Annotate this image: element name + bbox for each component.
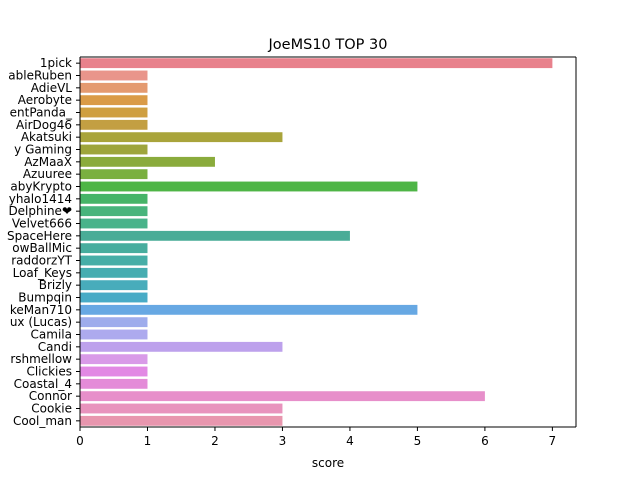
bar-6 <box>80 132 283 143</box>
bar-22 <box>80 329 148 340</box>
bar-10 <box>80 181 418 192</box>
y-tick-label-12: Delphine❤ <box>8 204 72 218</box>
y-tick-label-6: Akatsuki <box>21 130 72 144</box>
y-tick-label-16: raddorzYT <box>11 254 72 268</box>
bar-27 <box>80 391 485 402</box>
bar-3 <box>80 95 148 106</box>
bar-14 <box>80 230 350 241</box>
bar-13 <box>80 218 148 229</box>
bar-23 <box>80 341 283 352</box>
bar-24 <box>80 354 148 365</box>
x-tick-label-6: 6 <box>481 434 489 448</box>
y-tick-label-18: Brizly <box>39 278 72 292</box>
y-tick-label-29: Cool_man <box>13 414 72 428</box>
x-axis-label: score <box>312 456 344 470</box>
y-axis-ticks: 1pickableRubenAdieVLAerobyteentPanda_Air… <box>7 56 80 428</box>
y-tick-label-20: keMan710 <box>10 303 72 317</box>
y-tick-label-11: yhalo1414 <box>9 192 72 206</box>
y-tick-label-26: Coastal_4 <box>14 377 72 391</box>
bar-9 <box>80 169 148 180</box>
bars-group <box>80 58 553 426</box>
y-tick-label-24: rshmellow <box>10 352 72 366</box>
y-tick-label-13: Velvet666 <box>12 217 72 231</box>
y-tick-label-15: owBallMic <box>12 241 72 255</box>
y-tick-label-0: 1pick <box>40 56 72 70</box>
x-tick-label-4: 4 <box>346 434 354 448</box>
y-tick-label-1: ableRuben <box>8 69 72 83</box>
x-tick-label-1: 1 <box>144 434 152 448</box>
bar-26 <box>80 378 148 389</box>
y-tick-label-14: SpaceHere <box>7 229 72 243</box>
y-tick-label-7: y Gaming <box>14 143 72 157</box>
bar-16 <box>80 255 148 266</box>
x-tick-label-3: 3 <box>279 434 287 448</box>
y-tick-label-5: AirDog46 <box>16 118 72 132</box>
bar-17 <box>80 267 148 278</box>
y-tick-label-4: entPanda_ <box>10 106 73 120</box>
bar-5 <box>80 119 148 130</box>
x-tick-label-2: 2 <box>211 434 219 448</box>
y-tick-label-22: Camila <box>31 328 72 342</box>
x-tick-label-5: 5 <box>414 434 422 448</box>
bar-4 <box>80 107 148 118</box>
y-tick-label-17: Loaf_Keys <box>13 266 72 280</box>
y-tick-label-8: AzMaaX <box>24 155 72 169</box>
x-tick-label-7: 7 <box>549 434 557 448</box>
bar-12 <box>80 206 148 217</box>
x-tick-label-0: 0 <box>76 434 84 448</box>
y-tick-label-21: ux (Lucas) <box>10 315 72 329</box>
x-axis-ticks: 0 1 2 3 4 5 6 7 <box>76 427 556 448</box>
bar-20 <box>80 304 418 315</box>
bar-7 <box>80 144 148 155</box>
bar-18 <box>80 280 148 291</box>
bar-19 <box>80 292 148 303</box>
bar-21 <box>80 317 148 328</box>
bar-29 <box>80 415 283 426</box>
bar-11 <box>80 193 148 204</box>
y-tick-label-10: abyKrypto <box>10 180 72 194</box>
bar-15 <box>80 243 148 254</box>
y-tick-label-9: Azuuree <box>23 167 72 181</box>
bar-8 <box>80 156 215 167</box>
chart-title: JoeMS10 TOP 30 <box>268 37 388 53</box>
y-tick-label-23: Candi <box>38 340 72 354</box>
y-tick-label-19: Bumpqin <box>18 291 72 305</box>
y-tick-label-25: Clickies <box>26 365 72 379</box>
bar-2 <box>80 82 148 93</box>
y-tick-label-3: Aerobyte <box>18 93 72 107</box>
y-tick-label-2: AdieVL <box>31 81 73 95</box>
y-tick-label-27: Connor <box>29 389 72 403</box>
bar-28 <box>80 403 283 414</box>
bar-1 <box>80 70 148 81</box>
y-tick-label-28: Cookie <box>31 402 72 416</box>
bar-25 <box>80 366 148 377</box>
bar-0 <box>80 58 553 69</box>
